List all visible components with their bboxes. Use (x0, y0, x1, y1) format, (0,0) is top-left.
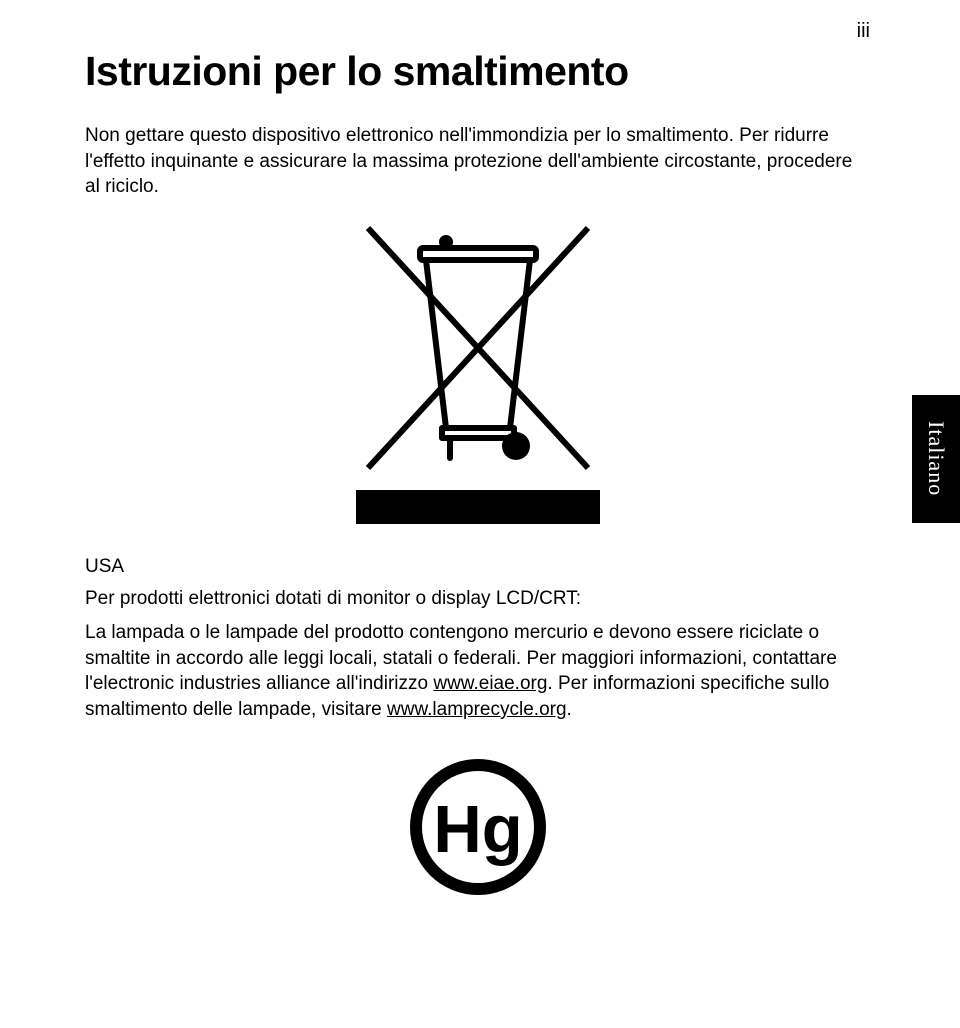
hg-icon: Hg (403, 752, 553, 902)
weee-symbol (85, 218, 870, 528)
hg-text: Hg (433, 792, 522, 867)
intro-paragraph: Non gettare questo dispositivo elettroni… (85, 123, 870, 200)
link-eiae: www.eiae.org (433, 673, 547, 694)
hg-symbol: Hg (85, 752, 870, 902)
language-tab: Italiano (912, 395, 960, 523)
page-title: Istruzioni per lo smaltimento (85, 48, 870, 95)
weee-icon (338, 218, 618, 528)
link-lamprecycle: www.lamprecycle.org (387, 699, 567, 720)
page-number: iii (857, 20, 870, 43)
language-tab-label: Italiano (923, 421, 949, 496)
lcd-line: Per prodotti elettronici dotati di monit… (85, 588, 870, 610)
body-paragraph: La lampada o le lampade del prodotto con… (85, 620, 870, 723)
usa-heading: USA (85, 556, 870, 578)
body-text-3: . (567, 699, 572, 720)
